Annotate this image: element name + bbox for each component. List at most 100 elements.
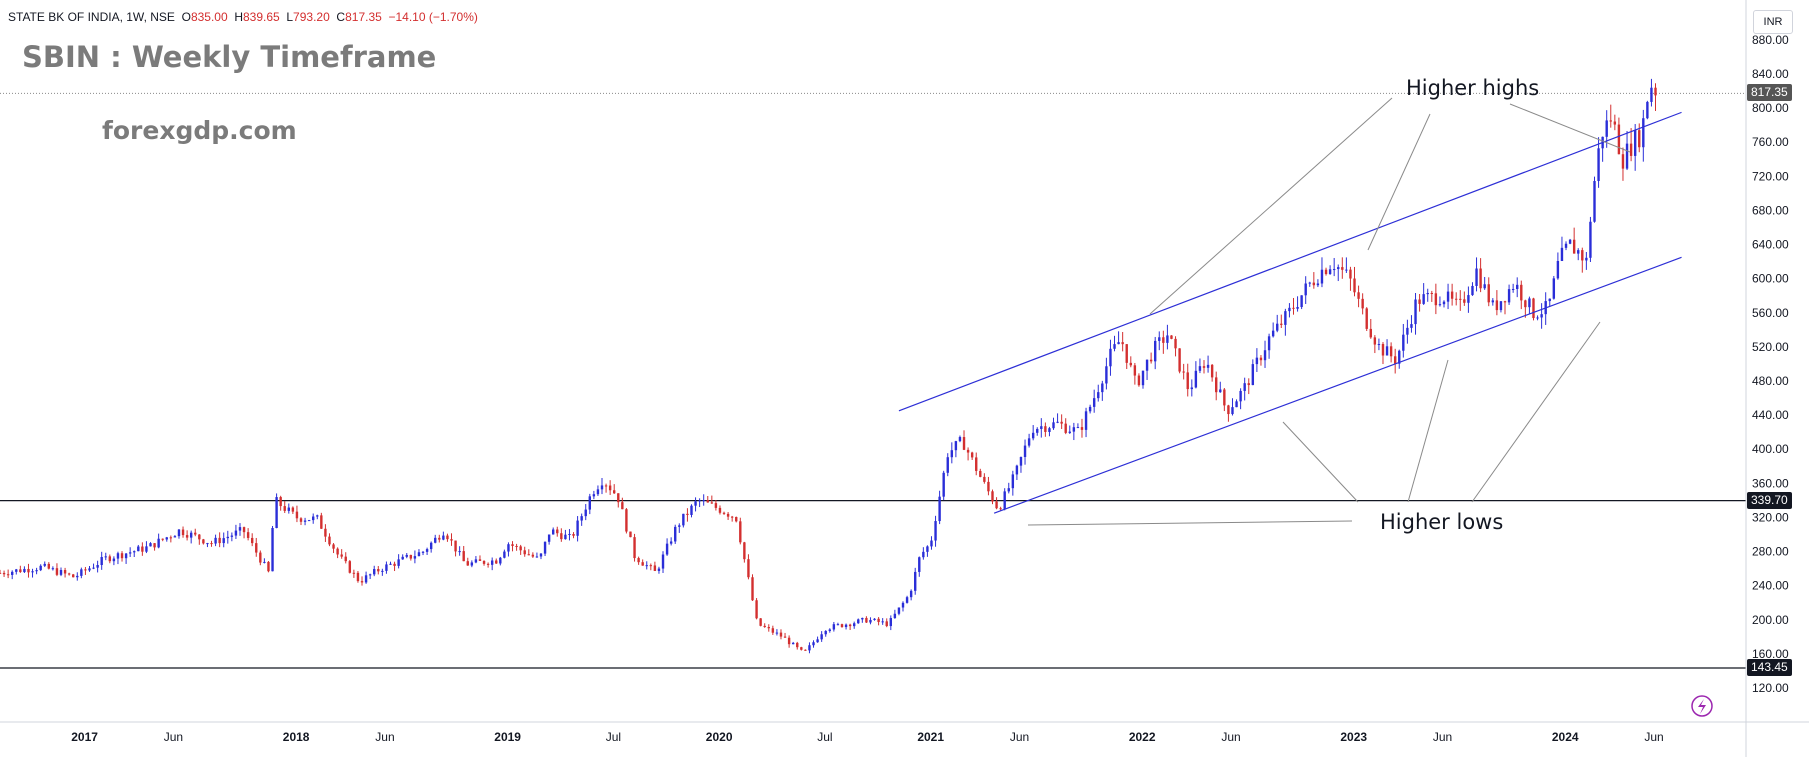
candle [157, 533, 160, 549]
candle [1308, 281, 1311, 287]
candle [35, 567, 38, 575]
higher-highs-pointer [1509, 103, 1631, 153]
candle [507, 542, 510, 557]
symbol-info: STATE BK OF INDIA, 1W, NSE O835.00 H839.… [8, 10, 478, 24]
candle [137, 544, 140, 552]
candle [979, 468, 982, 478]
candle [128, 547, 132, 557]
candle [1235, 399, 1238, 408]
y-tick-label: 480.00 [1752, 374, 1789, 388]
x-tick-label: 2024 [1552, 730, 1579, 744]
candle [267, 561, 270, 573]
candle [242, 526, 246, 539]
candle [1353, 266, 1356, 297]
candle [1129, 356, 1132, 368]
candle [1194, 361, 1198, 389]
candle [1491, 298, 1495, 306]
y-tick-label: 320.00 [1752, 510, 1789, 524]
candle [1556, 252, 1560, 280]
candle [1520, 280, 1523, 310]
candle [92, 563, 95, 570]
candle [499, 556, 502, 566]
candle [572, 532, 575, 539]
candle [324, 524, 327, 542]
x-tick-label: 2021 [917, 730, 944, 744]
candle [824, 630, 827, 637]
candle [1076, 423, 1080, 429]
candle [1650, 78, 1653, 107]
candle [1121, 331, 1124, 352]
candle [397, 554, 400, 569]
candle [962, 430, 966, 451]
candle [1105, 357, 1108, 390]
horizontal-levels[interactable] [0, 92, 1746, 669]
candle [1296, 296, 1299, 312]
annotation-pointers [1027, 97, 1631, 526]
candle [1633, 124, 1637, 171]
candle [226, 530, 229, 544]
candle [995, 497, 998, 510]
candle [848, 623, 852, 630]
candle [1393, 348, 1397, 374]
candle [202, 538, 205, 545]
candle [560, 528, 563, 542]
higher-highs-pointer [1149, 97, 1393, 315]
last-price-tag: 817.35 [1747, 84, 1792, 102]
candle [633, 533, 636, 562]
candle [1442, 300, 1446, 308]
candle [1153, 336, 1157, 370]
candle [271, 525, 274, 572]
y-tick-label: 240.00 [1752, 579, 1789, 593]
candle [389, 561, 392, 565]
candle [556, 526, 559, 537]
channel-upper-line[interactable] [898, 111, 1682, 412]
y-tick-label: 400.00 [1752, 442, 1789, 456]
candle [523, 546, 526, 557]
candle [108, 554, 112, 564]
candle [551, 527, 555, 535]
candle [161, 538, 164, 542]
candle [364, 571, 368, 584]
channel-lower-line[interactable] [993, 256, 1682, 514]
candle [1593, 176, 1596, 223]
candle [1385, 339, 1389, 356]
candle [791, 641, 795, 645]
candle [263, 558, 266, 564]
candle [1137, 373, 1141, 387]
candle [877, 617, 880, 626]
y-tick-label: 680.00 [1752, 203, 1789, 217]
candle [747, 554, 750, 580]
trend-channel[interactable] [898, 111, 1682, 514]
candle [173, 535, 177, 538]
candle [706, 495, 709, 503]
candle [177, 528, 181, 539]
currency-button[interactable]: INR [1753, 10, 1793, 34]
candle [283, 500, 286, 514]
candle [873, 618, 876, 621]
y-tick-label: 720.00 [1752, 169, 1789, 183]
candle [1560, 236, 1564, 262]
candle [922, 547, 925, 560]
candle [767, 624, 770, 632]
candle [1536, 315, 1539, 321]
candle [966, 447, 970, 461]
candle [482, 560, 486, 566]
candle [743, 541, 746, 563]
candle [124, 553, 128, 564]
candle [1271, 322, 1275, 338]
candle [600, 478, 604, 495]
candle [1243, 377, 1246, 401]
y-tick-label: 440.00 [1752, 408, 1789, 422]
candle [674, 524, 677, 544]
candle [661, 551, 665, 573]
candle [458, 546, 461, 556]
higher-lows-pointer [1407, 359, 1449, 503]
higher-highs-label: Higher highs [1406, 76, 1540, 100]
candle [1337, 264, 1340, 282]
candle [1170, 335, 1173, 340]
candle [1414, 292, 1417, 335]
candle [59, 567, 63, 577]
candle [946, 453, 949, 477]
higher-highs-pointer [1367, 113, 1431, 251]
